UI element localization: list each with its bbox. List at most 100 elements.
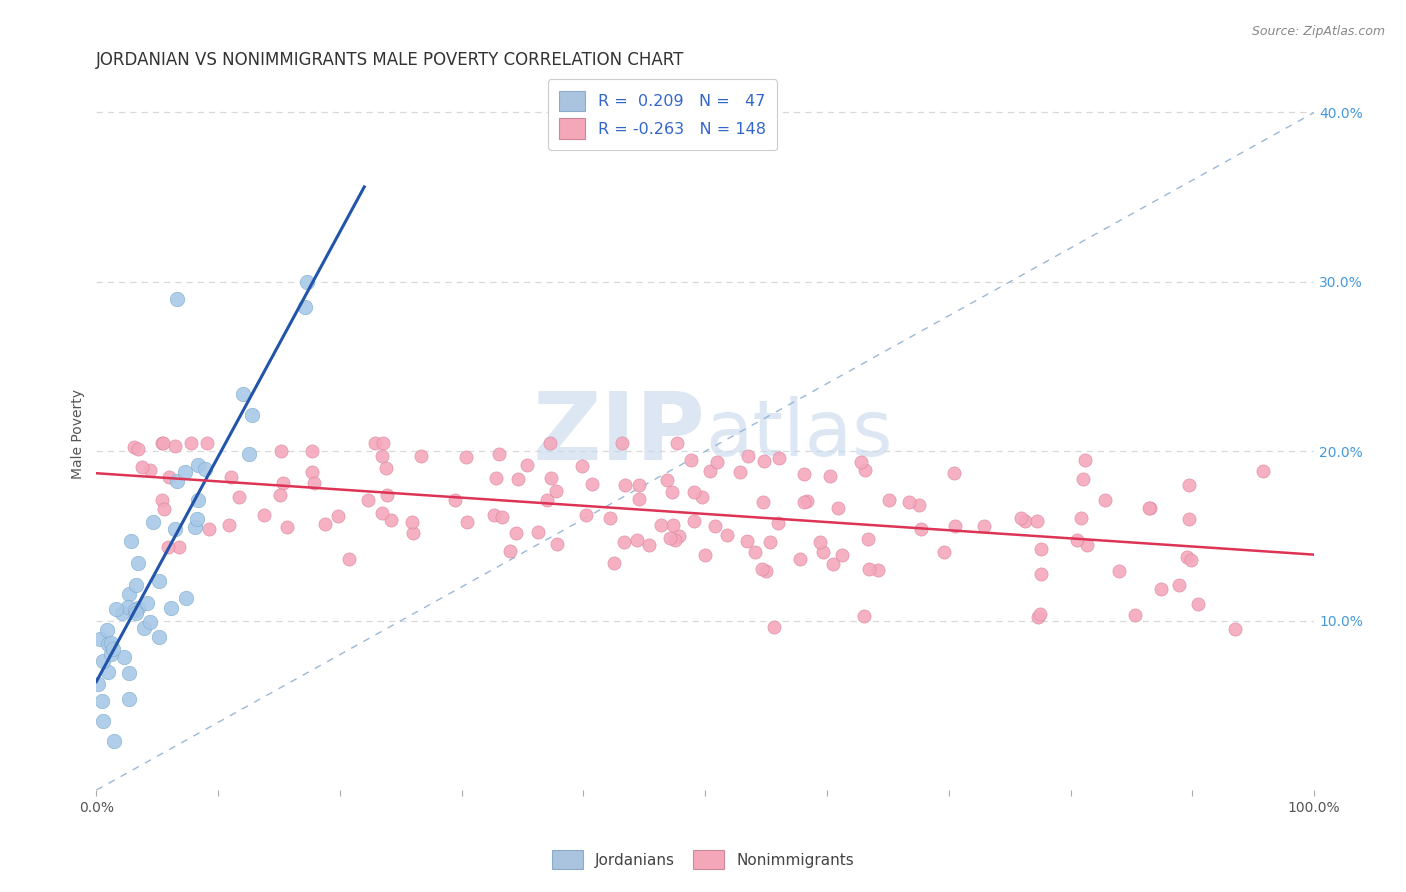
Point: [613, 478, 636, 492]
Point: [766, 516, 789, 530]
Point: [240, 408, 263, 422]
Point: [973, 518, 995, 533]
Point: [401, 515, 423, 529]
Point: [516, 458, 538, 472]
Point: [793, 495, 815, 509]
Point: [173, 466, 195, 480]
Point: [1014, 514, 1036, 528]
Point: [908, 498, 931, 512]
Point: [538, 435, 561, 450]
Point: [1178, 477, 1201, 491]
Point: [668, 529, 690, 543]
Point: [127, 601, 149, 615]
Point: [142, 516, 165, 530]
Point: [818, 469, 841, 483]
Point: [301, 466, 323, 480]
Point: [485, 471, 508, 485]
Point: [1074, 452, 1097, 467]
Point: [703, 519, 725, 533]
Text: atlas: atlas: [706, 396, 893, 473]
Point: [744, 545, 766, 559]
Point: [827, 500, 849, 515]
Point: [868, 563, 890, 577]
Point: [1139, 501, 1161, 516]
Point: [219, 470, 242, 484]
Point: [755, 564, 778, 578]
Point: [374, 461, 396, 475]
Point: [546, 537, 568, 551]
Point: [97, 637, 120, 651]
Point: [370, 506, 392, 520]
Point: [100, 647, 122, 661]
Point: [104, 602, 127, 616]
Point: [853, 463, 876, 477]
Point: [337, 552, 360, 566]
Point: [380, 512, 402, 526]
Point: [932, 544, 955, 558]
Point: [159, 600, 181, 615]
Point: [1071, 472, 1094, 486]
Point: [1223, 622, 1246, 636]
Point: [499, 544, 522, 558]
Point: [1076, 538, 1098, 552]
Point: [120, 534, 142, 549]
Point: [793, 467, 815, 481]
Point: [808, 535, 831, 549]
Point: [1026, 610, 1049, 624]
Point: [858, 562, 880, 576]
Point: [163, 522, 186, 536]
Point: [150, 435, 173, 450]
Point: [166, 474, 188, 488]
Point: [898, 495, 921, 509]
Point: [357, 492, 380, 507]
Point: [373, 435, 395, 450]
Point: [681, 452, 703, 467]
Point: [877, 493, 900, 508]
Point: [276, 520, 298, 534]
Point: [655, 473, 678, 487]
Point: [139, 463, 162, 477]
Point: [167, 540, 190, 554]
Point: [1123, 608, 1146, 623]
Point: [1070, 510, 1092, 524]
Point: [314, 516, 336, 531]
Point: [1031, 542, 1053, 557]
Point: [402, 526, 425, 541]
Point: [103, 733, 125, 747]
Point: [118, 692, 141, 706]
Point: [737, 449, 759, 463]
Point: [575, 508, 598, 523]
Point: [124, 578, 146, 592]
Point: [823, 557, 845, 571]
Point: [1137, 501, 1160, 516]
Point: [544, 484, 567, 499]
Point: [1253, 464, 1275, 478]
Point: [759, 535, 782, 549]
Point: [610, 435, 633, 450]
Point: [1187, 598, 1209, 612]
Point: [1168, 578, 1191, 592]
Point: [456, 516, 478, 530]
Point: [526, 525, 548, 540]
Point: [683, 514, 706, 528]
Point: [626, 533, 648, 547]
Point: [132, 621, 155, 635]
Point: [752, 495, 775, 509]
Point: [124, 603, 146, 617]
Point: [294, 300, 316, 314]
Point: [1180, 553, 1202, 567]
Point: [127, 442, 149, 456]
Point: [371, 449, 394, 463]
Point: [536, 493, 558, 508]
Point: [295, 275, 318, 289]
Point: [125, 606, 148, 620]
Point: [813, 545, 835, 559]
Point: [943, 466, 966, 480]
Point: [1025, 514, 1047, 528]
Point: [252, 508, 274, 522]
Point: [86, 677, 108, 691]
Point: [666, 435, 689, 450]
Legend: R =  0.209   N =   47, R = -0.263   N = 148: R = 0.209 N = 47, R = -0.263 N = 148: [548, 79, 778, 150]
Point: [97, 665, 120, 680]
Point: [89, 632, 111, 646]
